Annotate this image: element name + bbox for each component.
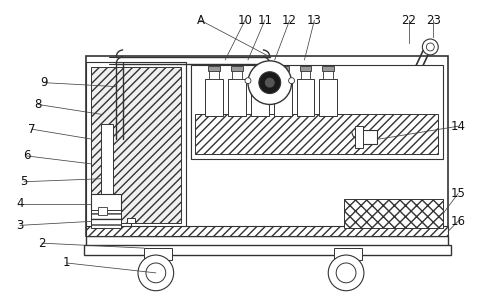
Bar <box>99 208 107 216</box>
Bar <box>278 69 287 79</box>
Circle shape <box>138 255 174 291</box>
Bar <box>323 69 333 79</box>
Circle shape <box>146 263 166 283</box>
Bar <box>86 226 448 236</box>
Bar <box>102 124 113 195</box>
Bar <box>86 236 448 248</box>
Bar <box>209 66 220 71</box>
Bar <box>190 65 443 159</box>
Bar <box>91 194 121 212</box>
Circle shape <box>423 39 438 55</box>
Circle shape <box>265 78 275 88</box>
Bar <box>300 66 312 71</box>
Bar <box>206 79 223 116</box>
Bar <box>251 79 269 116</box>
Text: 9: 9 <box>40 76 48 89</box>
Text: 8: 8 <box>34 98 41 111</box>
Bar <box>319 79 337 116</box>
Text: 5: 5 <box>20 175 28 188</box>
Text: 3: 3 <box>16 219 24 232</box>
Bar <box>231 66 243 71</box>
Circle shape <box>328 255 364 291</box>
Bar <box>91 67 180 223</box>
Bar <box>274 79 291 116</box>
Text: 22: 22 <box>401 14 416 27</box>
Bar <box>83 245 451 255</box>
Bar <box>210 69 219 79</box>
Bar <box>86 62 185 228</box>
Circle shape <box>426 43 434 51</box>
Text: 4: 4 <box>16 197 24 210</box>
Circle shape <box>248 61 291 105</box>
Bar <box>228 79 246 116</box>
Text: 12: 12 <box>282 14 297 27</box>
Text: 14: 14 <box>451 120 465 133</box>
Circle shape <box>259 72 281 94</box>
Text: 10: 10 <box>238 14 252 27</box>
Bar <box>344 199 443 228</box>
Text: 15: 15 <box>451 187 465 200</box>
Bar <box>127 218 135 223</box>
Text: 7: 7 <box>28 123 35 136</box>
Bar <box>322 66 334 71</box>
Bar <box>255 69 265 79</box>
Text: 1: 1 <box>63 257 70 269</box>
Bar <box>355 126 363 148</box>
Bar <box>301 69 311 79</box>
Bar <box>86 56 448 236</box>
Bar <box>359 130 377 144</box>
Circle shape <box>336 263 356 283</box>
Bar <box>277 66 288 71</box>
Bar <box>91 210 121 228</box>
Bar <box>144 248 172 260</box>
Bar <box>232 69 242 79</box>
Circle shape <box>288 78 294 84</box>
Circle shape <box>245 78 251 84</box>
Text: 2: 2 <box>38 237 46 250</box>
Bar <box>296 79 315 116</box>
Bar <box>334 248 362 260</box>
Bar <box>254 66 266 71</box>
Text: 16: 16 <box>451 215 465 228</box>
Text: 23: 23 <box>426 14 441 27</box>
Text: 13: 13 <box>307 14 322 27</box>
Text: 11: 11 <box>257 14 272 27</box>
Text: 6: 6 <box>23 150 31 162</box>
Text: A: A <box>196 14 205 27</box>
Bar <box>195 114 438 154</box>
